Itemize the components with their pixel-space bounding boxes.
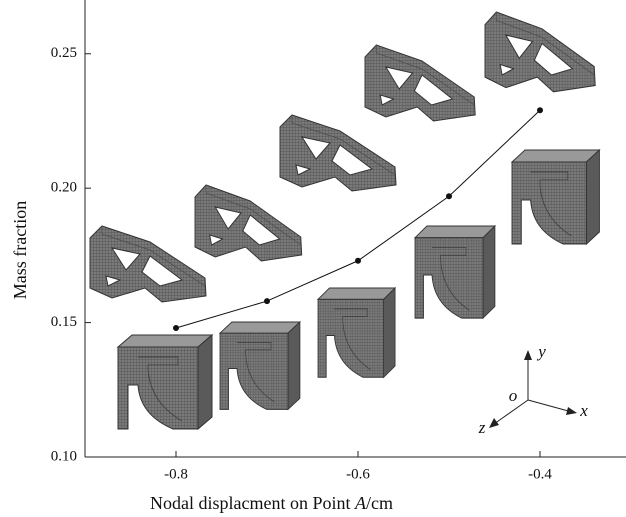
- y-tick-label: 0.10: [51, 448, 77, 464]
- axis-annotation: z: [478, 418, 486, 437]
- structure-images: [90, 12, 599, 429]
- y-tick-label: 0.20: [51, 180, 77, 196]
- data-point: [355, 258, 361, 264]
- x-tick-label: -0.4: [528, 466, 552, 482]
- axis-annotation: y: [536, 342, 546, 361]
- coordinate-triad: [489, 350, 577, 428]
- axis-annotation: x: [579, 401, 588, 420]
- data-point: [446, 193, 452, 199]
- chart: Nodal displacment on Point A/cm Mass fra…: [0, 0, 626, 517]
- x-label-part: /cm: [366, 493, 393, 513]
- data-point: [264, 298, 270, 304]
- y-tick-label: 0.25: [51, 45, 77, 61]
- x-tick-label: -0.8: [164, 466, 188, 482]
- x-axis-label: Nodal displacment on Point A/cm: [150, 493, 393, 513]
- x-label-part: Nodal displacment on Point: [150, 493, 355, 513]
- axis-annotation: o: [509, 386, 518, 405]
- data-point: [537, 107, 543, 113]
- data-point: [173, 325, 179, 331]
- y-axis-label: Mass fraction: [10, 201, 30, 299]
- x-tick-label: -0.6: [346, 466, 370, 482]
- y-tick-label: 0.15: [51, 314, 77, 330]
